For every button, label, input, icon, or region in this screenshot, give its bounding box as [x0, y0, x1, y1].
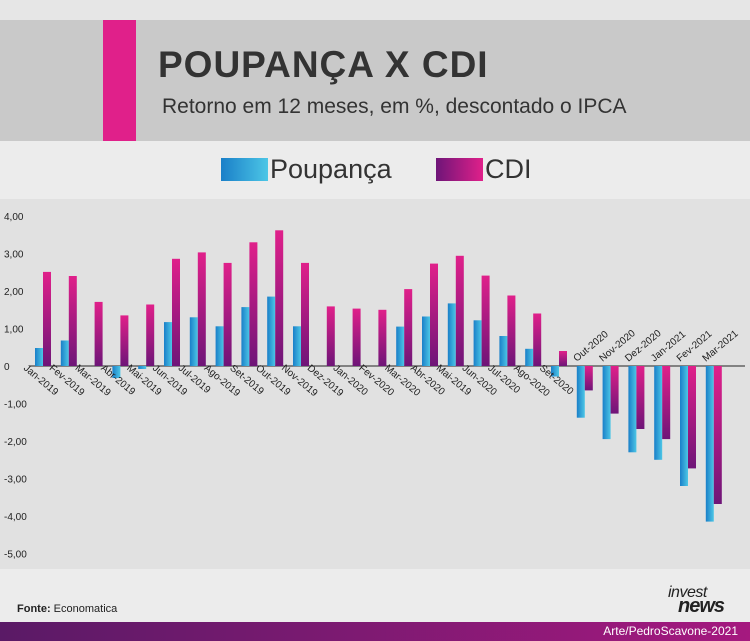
chart-subtitle: Retorno em 12 meses, em %, descontado o …	[162, 95, 627, 118]
bar-cdi	[507, 295, 516, 366]
legend-item-cdi: CDI	[436, 152, 532, 186]
bar-cdi	[713, 366, 722, 504]
y-tick-label: 4,00	[4, 212, 24, 223]
bar-poupanca	[396, 326, 405, 366]
bar-cdi	[197, 252, 206, 366]
bar-cdi	[559, 351, 567, 366]
y-tick-label: -1,00	[4, 400, 27, 411]
legend: Poupança CDI	[0, 152, 750, 186]
bar-poupanca	[628, 366, 637, 453]
legend-item-poupanca: Poupança	[221, 152, 392, 186]
bar-cdi	[404, 289, 413, 366]
y-tick-label: 2,00	[4, 287, 24, 298]
bar-cdi	[662, 366, 671, 440]
y-tick-label: 1,00	[4, 325, 24, 336]
y-tick-label: -2,00	[4, 437, 27, 448]
bar-chart: 4,00 3,00 2,00 1,00 0 -1,00 -2,00 -3,00 -4,00 -5,…	[4, 212, 745, 561]
bar-poupanca	[499, 336, 508, 366]
bar-cdi	[275, 230, 284, 367]
bar-cdi	[352, 308, 361, 366]
bar-poupanca	[447, 303, 456, 366]
bar-cdi	[636, 366, 645, 429]
credit-text: Arte/PedroScavone-2021	[603, 624, 738, 638]
y-tick-label: 3,00	[4, 250, 24, 261]
bar-poupanca	[189, 317, 198, 367]
bar-cdi	[688, 366, 696, 469]
bar-cdi	[378, 309, 387, 367]
y-tick-label: -5,00	[4, 550, 27, 561]
bar-cdi	[481, 275, 490, 366]
bar-cdi	[326, 306, 335, 366]
accent-bar	[103, 20, 136, 141]
bar-poupanca	[138, 366, 147, 369]
bar-cdi	[610, 366, 619, 414]
source-note: Fonte: Economatica	[17, 603, 117, 615]
legend-swatch-cdi	[436, 157, 483, 181]
bar-poupanca	[215, 326, 224, 367]
logo-news: news	[678, 595, 725, 617]
bar-cdi	[120, 315, 129, 366]
bar-cdi	[533, 313, 542, 366]
bar-poupanca	[293, 326, 301, 367]
investnews-logo: invest news	[668, 584, 740, 618]
bar-poupanca	[551, 366, 559, 377]
bar-cdi	[68, 276, 77, 366]
bar-poupanca	[525, 348, 534, 367]
source-label: Fonte:	[17, 603, 51, 615]
legend-label-poupanca: Poupança	[270, 153, 392, 184]
y-tick-label: -3,00	[4, 475, 27, 486]
bars	[35, 230, 722, 522]
bar-cdi	[430, 263, 438, 366]
bar-poupanca	[602, 366, 611, 440]
logo-invest: invest	[668, 584, 707, 601]
plot-background	[0, 199, 750, 569]
legend-label-cdi: CDI	[485, 153, 532, 184]
bar-cdi	[249, 242, 258, 367]
bar-cdi	[301, 262, 309, 366]
header: POUPANÇA X CDI Retorno em 12 meses, em %…	[0, 0, 750, 141]
bar-cdi	[223, 262, 232, 366]
y-tick-label: 0	[4, 362, 10, 373]
bar-poupanca	[112, 366, 121, 378]
y-tick-label: -4,00	[4, 512, 27, 523]
bar-poupanca	[60, 340, 69, 366]
bottom-bar: Arte/PedroScavone-2021	[0, 622, 750, 641]
bar-cdi	[584, 366, 593, 391]
bar-cdi	[172, 258, 180, 367]
bar-poupanca	[654, 366, 663, 460]
bar-cdi	[43, 271, 51, 366]
bar-poupanca	[473, 320, 482, 367]
bar-poupanca	[35, 348, 43, 366]
source-value: Economatica	[53, 603, 118, 615]
chart-title: POUPANÇA X CDI	[158, 44, 489, 85]
legend-swatch-poupanca	[221, 157, 268, 181]
bar-poupanca	[576, 366, 585, 418]
bar-poupanca	[164, 322, 172, 366]
bar-poupanca	[705, 366, 714, 522]
bar-poupanca	[680, 366, 688, 486]
bar-poupanca	[267, 296, 276, 366]
bar-cdi	[146, 304, 155, 366]
bar-cdi	[455, 255, 464, 367]
bar-poupanca	[241, 307, 250, 366]
bar-poupanca	[422, 316, 430, 366]
bar-cdi	[94, 301, 103, 366]
